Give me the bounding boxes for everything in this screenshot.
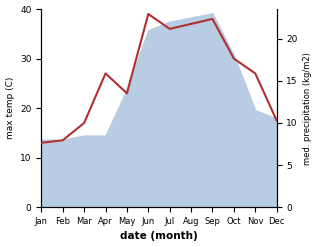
X-axis label: date (month): date (month) (120, 231, 198, 242)
Y-axis label: med. precipitation (kg/m2): med. precipitation (kg/m2) (303, 52, 313, 165)
Y-axis label: max temp (C): max temp (C) (5, 77, 15, 139)
